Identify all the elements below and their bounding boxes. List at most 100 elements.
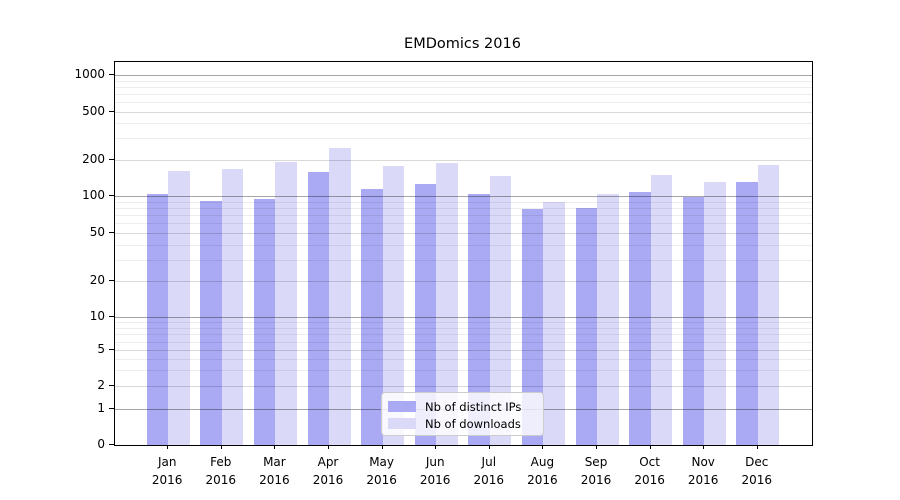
minor-gridline-y-3 — [115, 370, 812, 372]
x-tick-label-jun: Jun 2016 — [403, 454, 467, 489]
y-tick-50 — [109, 232, 114, 233]
x-label-month: Oct — [639, 455, 660, 469]
bar-nb-of-downloads-oct — [650, 174, 673, 445]
gridline-y-5 — [115, 350, 812, 352]
x-tick-label-apr: Apr 2016 — [296, 454, 360, 489]
minor-gridline-y-400 — [115, 123, 812, 125]
y-tick-10 — [109, 316, 114, 317]
y-tick-label-0: 0 — [97, 436, 105, 451]
x-label-year: 2016 — [205, 472, 237, 487]
bar-nb-of-distinct-ips-dec — [736, 182, 758, 445]
minor-gridline-y-60 — [115, 223, 812, 225]
x-label-month: Dec — [745, 455, 769, 469]
x-label-month: Jun — [425, 455, 445, 469]
legend-label-distinct-ips: Nb of distinct IPs — [425, 399, 522, 414]
x-tick-aug — [542, 445, 544, 449]
y-tick-label-200: 200 — [82, 151, 105, 166]
gridline-y-50 — [115, 233, 812, 234]
minor-gridline-y-70 — [115, 215, 812, 217]
legend-entry-downloads: Nb of downloads — [388, 415, 543, 432]
x-tick-sep — [596, 445, 597, 449]
x-label-year: 2016 — [419, 472, 451, 487]
x-label-year: 2016 — [687, 472, 719, 487]
minor-gridline-y-30 — [115, 259, 812, 261]
gridline-y-1000 — [115, 75, 812, 76]
minor-gridline-y-900 — [115, 80, 812, 82]
x-tick-apr — [328, 445, 329, 449]
bar-nb-of-distinct-ips-sep — [575, 207, 597, 445]
bar-nb-of-distinct-ips-may — [361, 189, 383, 445]
gridline-y-100 — [115, 196, 812, 197]
x-label-month: Nov — [691, 455, 715, 469]
chart-title: EMDomics 2016 — [404, 36, 521, 52]
minor-gridline-y-80 — [115, 207, 812, 209]
x-tick-label-jan: Jan 2016 — [135, 454, 199, 489]
y-tick-label-1000: 1000 — [74, 67, 105, 81]
minor-gridline-y-300 — [115, 138, 812, 140]
bar-nb-of-downloads-apr — [329, 147, 351, 445]
y-tick-100 — [109, 195, 114, 196]
bar-nb-of-distinct-ips-feb — [200, 201, 222, 445]
x-label-month: Apr — [317, 455, 339, 469]
minor-gridline-y-600 — [115, 102, 812, 104]
y-tick-200 — [109, 158, 114, 160]
gridline-y-500 — [115, 111, 812, 113]
x-tick-label-jul: Jul 2016 — [457, 454, 521, 489]
y-tick-1 — [109, 407, 114, 409]
bar-nb-of-distinct-ips-oct — [629, 191, 651, 445]
y-tick-500 — [109, 110, 114, 112]
x-label-year: 2016 — [580, 472, 612, 487]
bar-nb-of-downloads-nov — [704, 182, 726, 445]
x-label-month: Aug — [530, 455, 555, 469]
gridline-y-2 — [115, 386, 812, 388]
bar-nb-of-downloads-jul — [489, 176, 512, 445]
plot-area — [114, 61, 813, 446]
y-tick-label-5: 5 — [97, 342, 105, 357]
minor-gridline-y-800 — [115, 86, 812, 88]
x-label-month: Jan — [157, 455, 177, 469]
x-label-month: Feb — [210, 455, 232, 469]
bar-nb-of-distinct-ips-jul — [468, 194, 490, 445]
legend-label-downloads: Nb of downloads — [425, 416, 521, 431]
bar-nb-of-distinct-ips-mar — [253, 199, 276, 445]
bar-nb-of-downloads-jan — [168, 171, 190, 445]
minor-gridline-y-40 — [115, 244, 812, 246]
minor-gridline-y-4 — [115, 359, 812, 361]
y-tick-label-500: 500 — [82, 103, 105, 118]
x-label-month: Sep — [584, 455, 608, 469]
y-tick-1000 — [109, 74, 114, 75]
x-label-year: 2016 — [312, 472, 344, 487]
y-tick-label-100: 100 — [82, 188, 105, 202]
x-tick-label-oct: Oct 2016 — [618, 454, 682, 489]
y-tick-0 — [109, 443, 114, 445]
bar-nb-of-downloads-sep — [597, 194, 619, 445]
x-tick-label-sep: Sep 2016 — [564, 454, 628, 489]
minor-gridline-y-8 — [115, 327, 812, 329]
x-tick-nov — [703, 445, 705, 449]
y-tick-2 — [109, 385, 114, 387]
minor-gridline-y-7 — [115, 334, 812, 336]
x-tick-jan — [167, 445, 169, 449]
x-label-month: Mar — [263, 455, 286, 469]
minor-gridline-y-90 — [115, 201, 812, 203]
bar-nb-of-distinct-ips-aug — [521, 209, 544, 445]
x-label-year: 2016 — [527, 472, 558, 487]
bar-nb-of-distinct-ips-jan — [146, 194, 169, 445]
x-tick-label-dec: Dec 2016 — [725, 454, 789, 489]
bar-nb-of-downloads-mar — [275, 162, 297, 445]
bar-nb-of-downloads-feb — [221, 169, 244, 445]
x-label-year: 2016 — [741, 472, 773, 487]
minor-gridline-y-6 — [115, 341, 812, 343]
x-label-year: 2016 — [634, 472, 665, 487]
y-tick-label-2: 2 — [97, 378, 105, 393]
x-tick-label-aug: Aug 2016 — [510, 454, 574, 489]
legend-swatch-downloads — [388, 418, 416, 429]
y-tick-label-50: 50 — [89, 225, 105, 239]
bar-nb-of-downloads-may — [382, 166, 405, 445]
x-label-month: May — [369, 455, 394, 469]
gridline-y-10 — [115, 317, 812, 318]
x-tick-label-may: May 2016 — [350, 454, 414, 489]
minor-gridline-y-9 — [115, 322, 812, 324]
x-label-year: 2016 — [366, 472, 397, 487]
